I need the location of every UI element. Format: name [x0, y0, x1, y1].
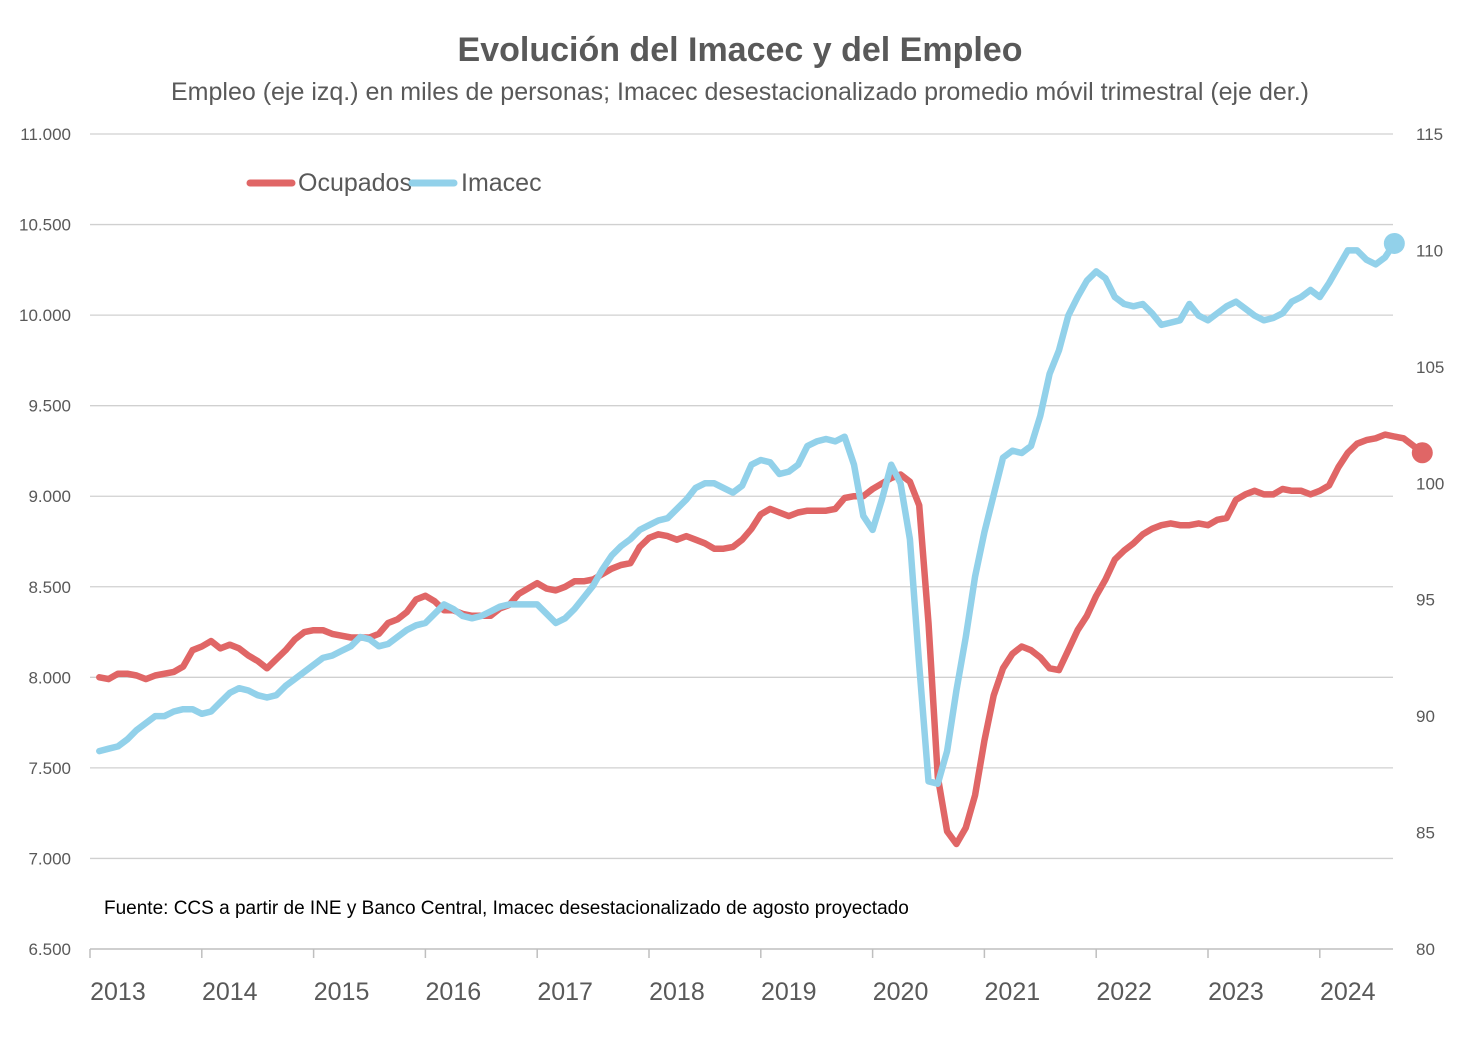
- x-tick-label: 2019: [761, 978, 817, 1006]
- y-left-tick-label: 7.000: [28, 849, 71, 868]
- y-left-tick-label: 11.000: [20, 125, 71, 144]
- x-tick-label: 2020: [873, 978, 929, 1006]
- series-endpoint-imacec: [1383, 232, 1405, 254]
- y-left-tick-label: 8.500: [28, 578, 71, 597]
- y-left-tick-label: 9.000: [28, 487, 71, 506]
- x-tick-label: 2024: [1320, 978, 1376, 1006]
- y-right-tick-label: 80: [1416, 940, 1435, 959]
- x-tick-label: 2023: [1208, 978, 1264, 1006]
- series-endpoint-ocupados: [1411, 442, 1433, 464]
- x-tick-label: 2017: [537, 978, 593, 1006]
- y-right-tick-label: 100: [1416, 474, 1444, 493]
- chart-subtitle: Empleo (eje izq.) en miles de personas; …: [171, 78, 1309, 106]
- y-right-tick-label: 105: [1416, 358, 1444, 377]
- right-axis: 80 85 90 95 100 105 110 115: [1416, 125, 1444, 959]
- y-right-tick-label: 95: [1416, 591, 1435, 610]
- chart-title: Evolución del Imacec y del Empleo: [458, 31, 1023, 69]
- y-left-tick-label: 7.500: [28, 759, 71, 778]
- y-left-tick-label: 6.500: [28, 940, 71, 959]
- x-tick-label: 2022: [1096, 978, 1152, 1006]
- series-line-ocupados: [96, 431, 1426, 848]
- y-right-tick-label: 115: [1416, 125, 1443, 144]
- series-line-imacec: [96, 240, 1398, 787]
- source-note: Fuente: CCS a partir de INE y Banco Cent…: [104, 898, 909, 919]
- legend-label-imacec: Imacec: [461, 169, 542, 197]
- legend: Ocupados Imacec: [246, 169, 542, 197]
- x-tick-label: 2021: [985, 978, 1041, 1006]
- left-axis: 6.500 7.000 7.500 8.000 8.500 9.000 9.500 10.00…: [19, 125, 71, 959]
- x-tick-label: 2014: [202, 978, 258, 1006]
- x-tick-label: 2013: [90, 978, 146, 1006]
- y-left-tick-label: 8.000: [28, 668, 71, 687]
- x-tick-label: 2018: [649, 978, 705, 1006]
- y-left-tick-label: 10.000: [19, 306, 71, 325]
- y-left-tick-label: 9.500: [28, 397, 71, 416]
- y-right-tick-label: 110: [1416, 241, 1443, 260]
- x-tick-label: 2015: [314, 978, 370, 1006]
- legend-label-ocupados: Ocupados: [298, 169, 412, 197]
- series-layer: [96, 232, 1433, 848]
- y-right-tick-label: 90: [1416, 707, 1435, 726]
- x-axis: 2013 2014 2015 2016 2017 2018 2019 2020 2021 2022…: [89, 948, 1393, 1006]
- y-right-tick-label: 85: [1416, 824, 1435, 843]
- y-left-tick-label: 10.500: [19, 216, 71, 235]
- grid: [90, 133, 1393, 860]
- x-tick-label: 2016: [426, 978, 482, 1006]
